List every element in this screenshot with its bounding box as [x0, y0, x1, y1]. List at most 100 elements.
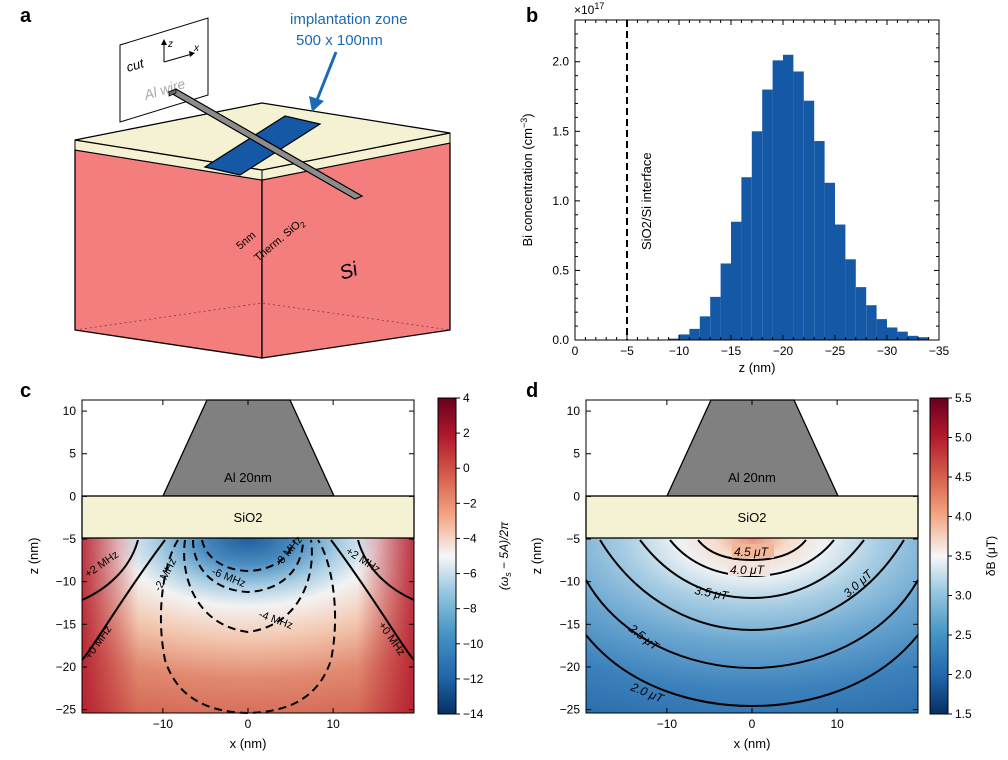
axis-ticks: 0 −5 −10 −15 −20 −25 −30 −35 0.0 0.5 1.0 1.5 2.0: [552, 20, 950, 358]
x-tick-label: −25: [825, 344, 846, 358]
contour-line: [599, 539, 905, 632]
contour-line: [159, 539, 337, 715]
contour-line: [697, 539, 807, 562]
colorbar-tick-label: −10: [463, 637, 484, 651]
contour-line: [357, 539, 415, 601]
axis-x-label: x: [193, 43, 200, 54]
oxide-layer: [585, 495, 919, 539]
y-tick-label: 0: [69, 489, 76, 503]
metal-label: Al 20nm: [224, 470, 272, 485]
y-tick-label: 1.5: [552, 124, 569, 138]
x-axis-label: z (nm): [739, 360, 776, 375]
colorbar-tick-label: −12: [463, 672, 484, 686]
histogram-bar: [689, 328, 700, 340]
histogram-bar: [793, 71, 804, 340]
histogram-bar: [876, 319, 887, 340]
x-tick-label: −10: [153, 717, 174, 731]
y-tick-label: 10: [63, 404, 77, 418]
colorbar-ticks: 5.5 5.0 4.5 4.0 3.5 3.0 2.5 2.0 1.5: [948, 391, 972, 721]
axis-ticks: −10 0 10 10 5 0 −5 −10 −15 −20 −25: [56, 400, 414, 731]
histogram-bar: [762, 89, 773, 340]
x-tick-label: −15: [721, 344, 742, 358]
colorbar: [437, 397, 457, 715]
hidden-edges: [74, 302, 451, 331]
y-tick-label: 1.0: [552, 194, 569, 208]
contour-line: [201, 539, 295, 573]
y-tick-label: 0: [573, 489, 580, 503]
histogram-bar: [668, 338, 679, 340]
contour-line: [192, 539, 304, 594]
annotation-arrow-icon: [315, 51, 338, 101]
colorbar-ticks: 4 2 0 −2 −4 −6 −8 −10 −12 −14: [456, 391, 484, 721]
y-tick-label: −20: [56, 660, 77, 674]
histogram-bar: [835, 224, 846, 340]
histogram-bar: [783, 54, 794, 341]
axis-ticks: −10 0 10 10 5 0 −5 −10 −15 −20 −25: [560, 400, 918, 731]
y-tick-label: −15: [56, 617, 77, 631]
x-tick-label: 0: [749, 717, 756, 731]
colorbar-tick-label: 0: [463, 461, 470, 475]
colorbar-tick-label: 5.5: [955, 391, 972, 405]
colorbar-tick-label: −14: [463, 707, 484, 721]
histogram-bar: [751, 131, 763, 340]
histogram-bar: [731, 221, 742, 340]
y-axis-label: z (nm): [529, 538, 544, 575]
axis-gizmo-icon: [161, 39, 195, 63]
y-tick-label: 5: [573, 447, 580, 461]
contour-line: [183, 539, 313, 634]
histogram-bar: [699, 316, 711, 340]
colorbar-tick-label: 4.5: [955, 470, 972, 484]
y-tick-label: −5: [566, 532, 580, 546]
y-tick-label: −20: [560, 660, 581, 674]
plot-frame: [574, 19, 940, 341]
colorbar-tick-label: 4: [463, 391, 470, 405]
x-tick-label: −30: [877, 344, 898, 358]
panel-letter-c: c: [20, 380, 31, 402]
contour-line: [585, 634, 919, 708]
oxide-layer-label: SiO2: [738, 510, 767, 525]
histogram-bar: [710, 296, 721, 340]
panel-letter-d: d: [526, 380, 538, 402]
colorbar-label: δB (μT): [984, 536, 998, 576]
histogram-bar: [803, 100, 815, 341]
x-tick-label: 10: [830, 717, 844, 731]
contours: [585, 539, 919, 708]
cut-label: cut: [124, 55, 146, 75]
colorbar: [929, 397, 949, 715]
y-tick-label: −15: [560, 617, 581, 631]
y-tick-label: −25: [56, 703, 77, 717]
oxide-layer-label: SiO2: [234, 510, 263, 525]
contour-label: 3.5 μT: [693, 583, 730, 603]
contour-label: 4.0 μT: [730, 563, 766, 577]
y-tick-label: −25: [560, 703, 581, 717]
histogram-bar: [887, 327, 898, 340]
colorbar-tick-label: 2: [463, 426, 470, 440]
histogram-bar: [918, 337, 929, 340]
device-illustration: cut z x Al wire implantation zone 500 x …: [74, 11, 451, 359]
x-tick-label: 0: [245, 717, 252, 731]
colorbar-tick-label: −6: [463, 567, 477, 581]
axis-z-label: z: [167, 39, 173, 50]
histogram-bars: [668, 54, 929, 341]
histogram-bar: [741, 177, 752, 340]
x-axis-label: x (nm): [734, 736, 771, 751]
interface-label: SiO2/Si interface: [639, 152, 654, 250]
y-tick-label: 5: [69, 447, 76, 461]
histogram-bar: [907, 335, 919, 340]
x-tick-label: 0: [572, 344, 579, 358]
histogram-bar: [772, 60, 783, 340]
colorbar-tick-label: −4: [463, 531, 477, 545]
histogram-bar: [824, 182, 835, 340]
histogram-bar: [866, 305, 877, 340]
colorbar-label: (ωs − 5A)/2π: [497, 521, 513, 590]
histogram-panel: ×1017 SiO2/Si interface 0 −5 −10 −15 −20 −25 −…: [519, 1, 950, 375]
histogram-bar: [814, 141, 825, 340]
y-tick-label: 2.0: [552, 55, 569, 69]
colorbar-tick-label: 3.5: [955, 549, 972, 563]
field-map-panel: Al 20nm SiO2 4.5 μT 4.0 μT 3.5 μT 3.0 μT…: [529, 391, 998, 751]
frequency-map-panel: Al 20nm SiO2 +2 MHz -2 MHz -6 MHz -8 MHz…: [26, 391, 513, 751]
colorbar-tick-label: 4.0: [955, 510, 972, 524]
histogram-bar: [720, 263, 731, 340]
contour-line: [81, 539, 166, 661]
contour-line: [585, 579, 919, 670]
